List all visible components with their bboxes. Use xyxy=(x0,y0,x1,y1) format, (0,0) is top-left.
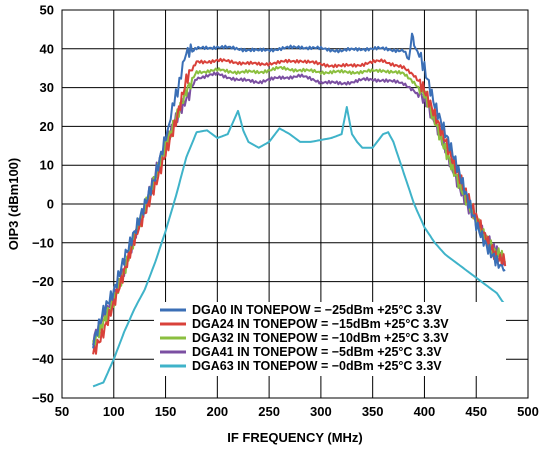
y-tick-label: 0 xyxy=(47,197,54,212)
y-tick-label: −50 xyxy=(32,391,54,406)
legend-label: DGA41 IN TONEPOW = −5dBm +25°C 3.3V xyxy=(192,345,442,359)
y-tick-label: −30 xyxy=(32,313,54,328)
x-tick-label: 400 xyxy=(414,404,436,419)
x-tick-labels: 50 100 150 200 250 300 350 400 450 500 xyxy=(55,404,539,419)
series-line xyxy=(92,106,506,388)
x-tick-label: 300 xyxy=(310,404,332,419)
x-tick-label: 200 xyxy=(206,404,228,419)
y-tick-label: 10 xyxy=(40,158,54,173)
y-tick-label: −20 xyxy=(32,274,54,289)
legend-label: DGA24 IN TONEPOW = −15dBm +25°C 3.3V xyxy=(192,317,449,331)
y-tick-label: −10 xyxy=(32,235,54,250)
y-tick-label: 20 xyxy=(40,119,54,134)
legend-label: DGA0 IN TONEPOW = −25dBm +25°C 3.3V xyxy=(192,303,442,317)
y-tick-labels: −50 −40 −30 −20 −10 0 10 20 30 40 50 xyxy=(32,3,54,406)
legend-label: DGA32 IN TONEPOW = −10dBm +25°C 3.3V xyxy=(192,331,449,345)
legend-box xyxy=(154,302,506,376)
x-tick-label: 100 xyxy=(103,404,125,419)
y-tick-label: 30 xyxy=(40,80,54,95)
x-tick-label: 50 xyxy=(55,404,69,419)
x-tick-label: 500 xyxy=(517,404,539,419)
y-tick-label: −40 xyxy=(32,352,54,367)
x-tick-label: 150 xyxy=(155,404,177,419)
y-axis-title: OIP3 (dBm100) xyxy=(6,158,21,250)
x-tick-label: 450 xyxy=(465,404,487,419)
x-axis-title: IF FREQUENCY (MHz) xyxy=(227,430,363,445)
legend: DGA0 IN TONEPOW = −25dBm +25°C 3.3VDGA24… xyxy=(154,302,506,376)
series-lines xyxy=(92,32,507,388)
legend-label: DGA63 IN TONEPOW = −0dBm +25°C 3.3V xyxy=(192,359,442,373)
y-tick-label: 50 xyxy=(40,3,54,18)
plot-frame xyxy=(61,9,529,399)
x-tick-label: 350 xyxy=(362,404,384,419)
series-line xyxy=(92,32,506,349)
y-tick-label: 40 xyxy=(40,41,54,56)
x-tick-label: 250 xyxy=(258,404,280,419)
